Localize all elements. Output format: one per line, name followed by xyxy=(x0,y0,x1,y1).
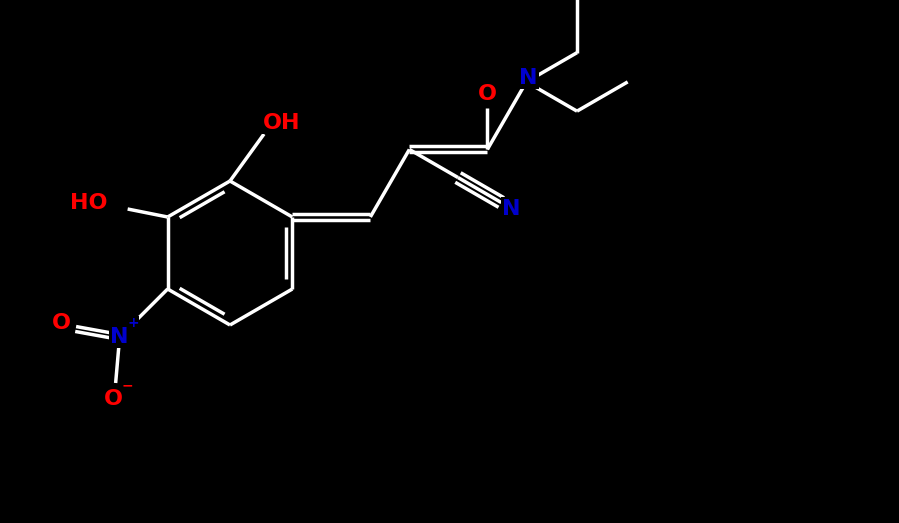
Text: O: O xyxy=(478,84,497,105)
Text: N: N xyxy=(502,199,521,219)
Text: −: − xyxy=(122,378,133,392)
Text: N: N xyxy=(111,327,129,347)
Text: O: O xyxy=(52,313,71,333)
Text: HO: HO xyxy=(70,193,108,213)
Text: O: O xyxy=(104,389,123,409)
Text: +: + xyxy=(128,316,139,330)
Text: N: N xyxy=(519,68,538,88)
Text: OH: OH xyxy=(263,113,301,133)
